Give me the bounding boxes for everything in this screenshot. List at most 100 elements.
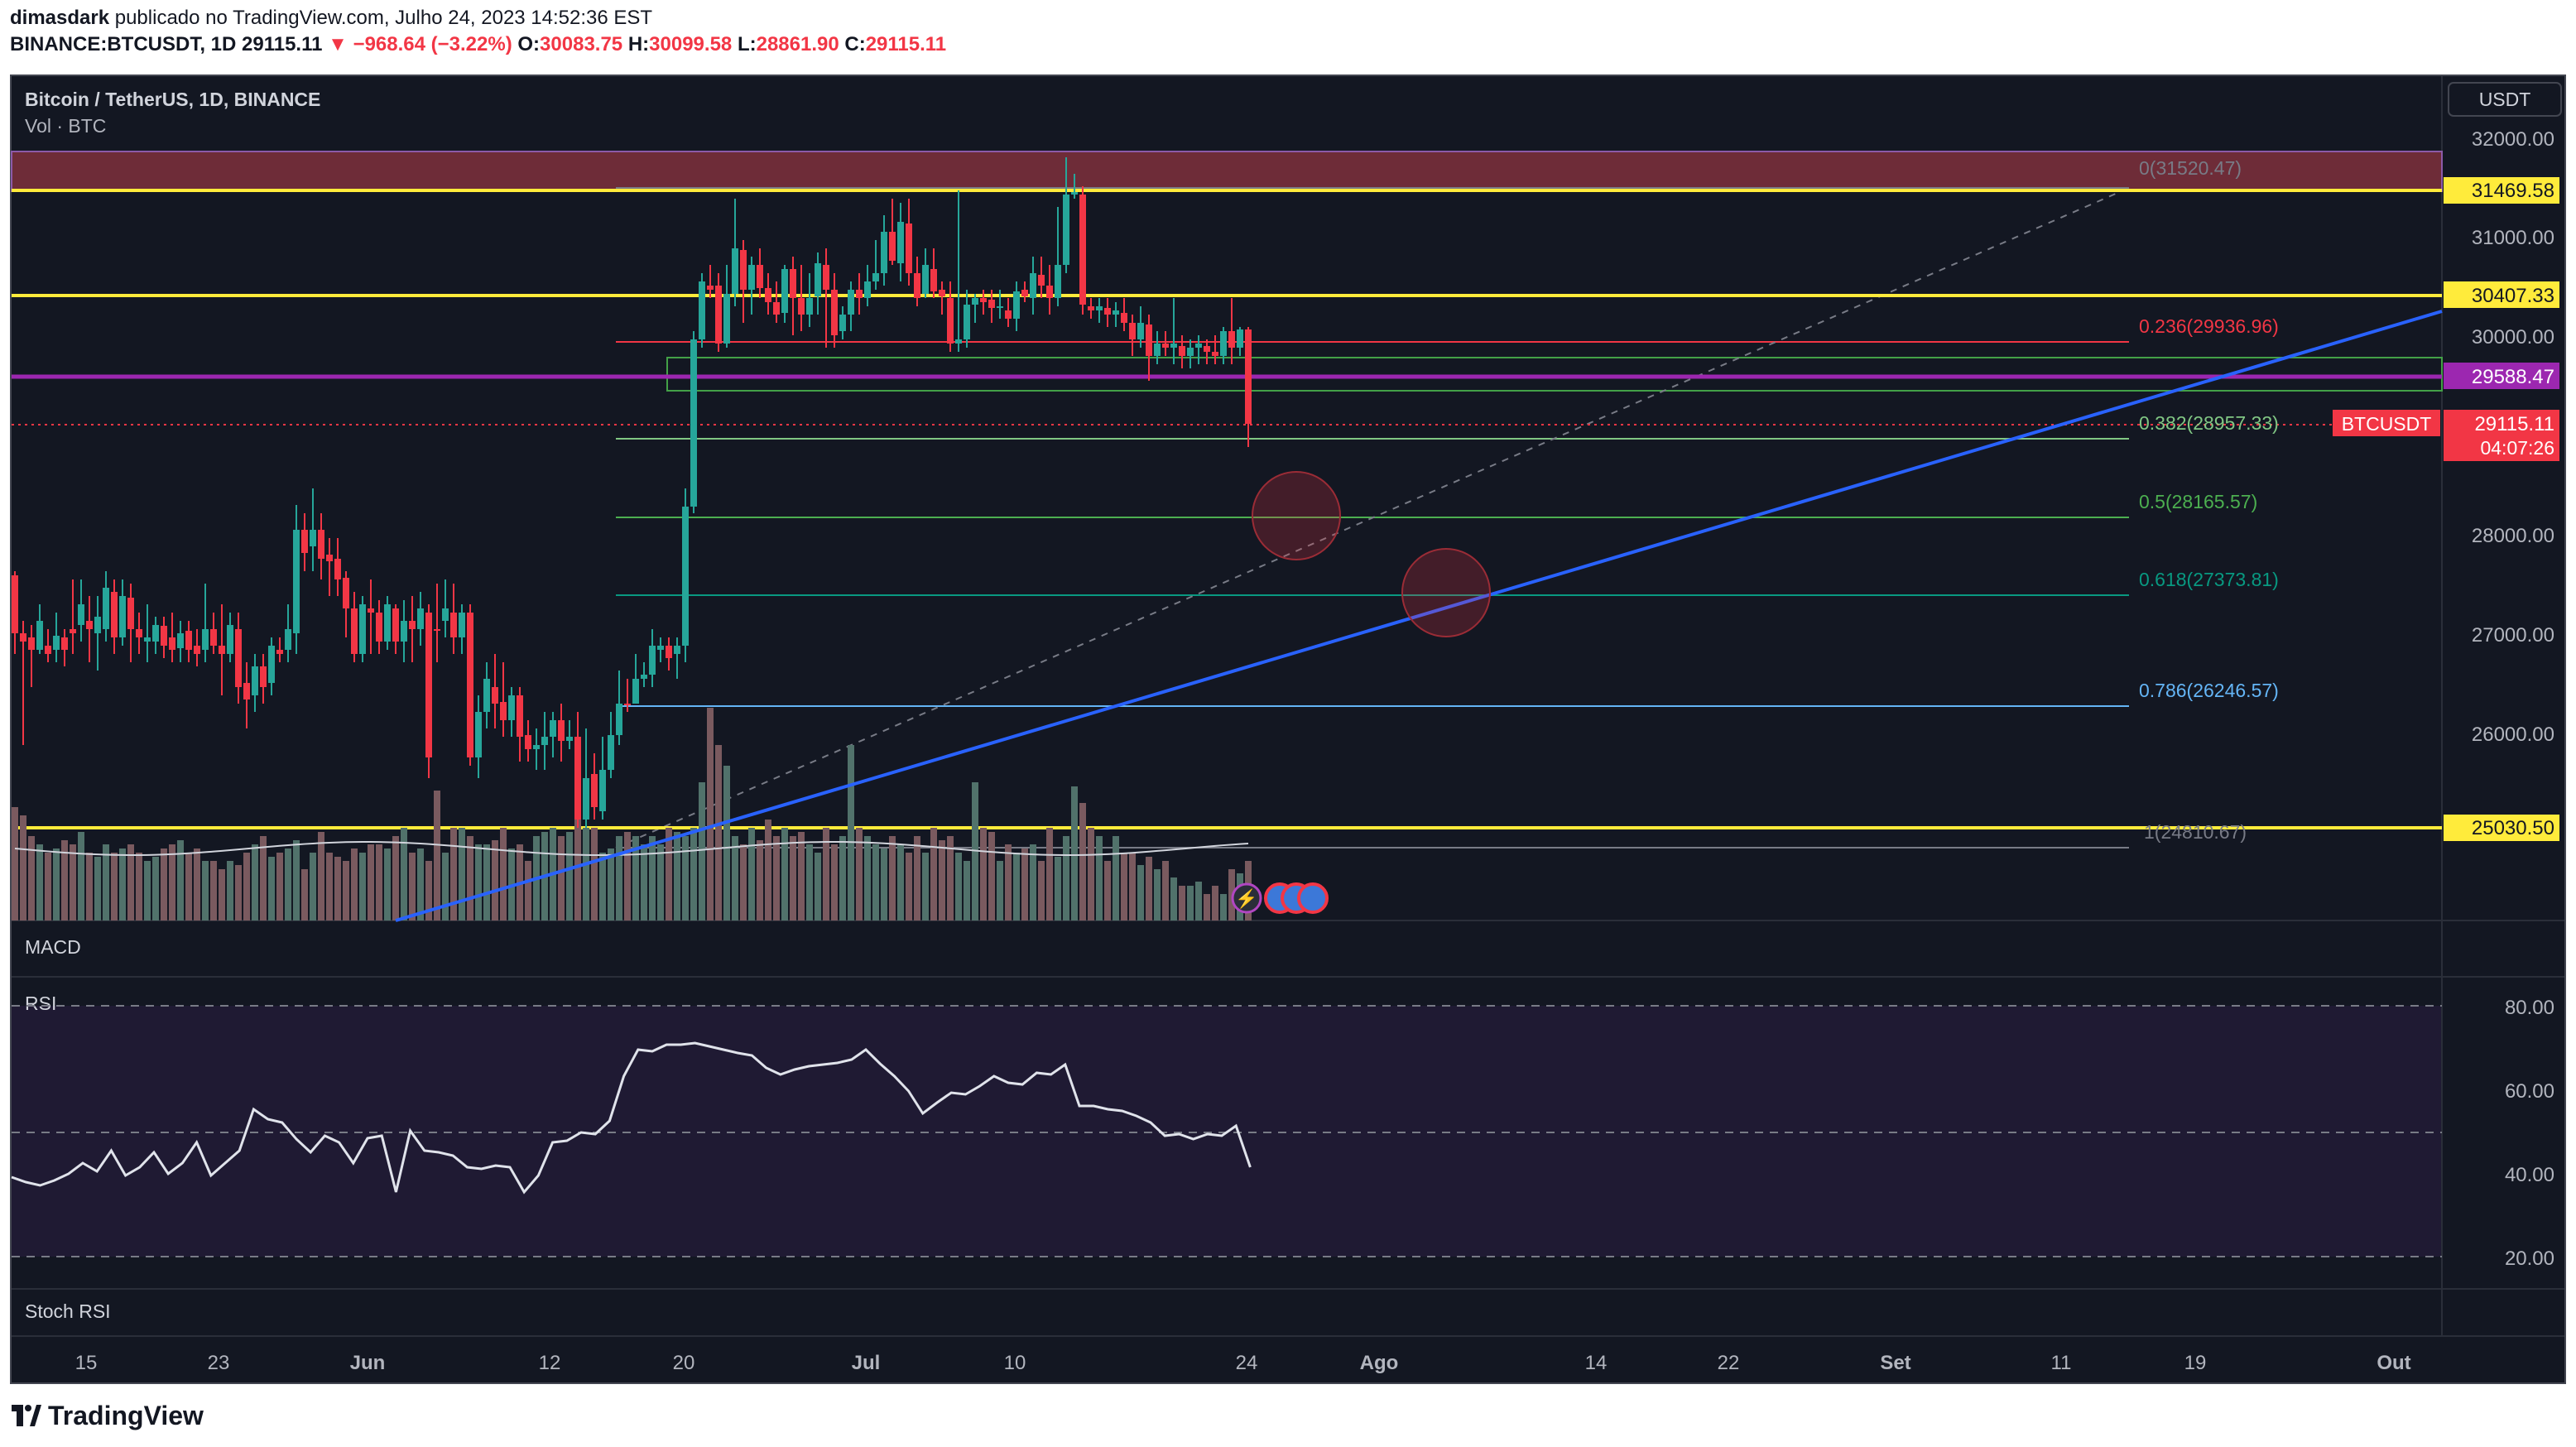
- candle-body[interactable]: [434, 629, 440, 631]
- candle-body[interactable]: [417, 608, 424, 629]
- candle-body[interactable]: [177, 633, 184, 648]
- candle-body[interactable]: [20, 633, 26, 642]
- candle-body[interactable]: [442, 608, 449, 621]
- candle-body[interactable]: [1220, 331, 1227, 356]
- candle-body[interactable]: [922, 265, 929, 294]
- candle-body[interactable]: [161, 626, 167, 646]
- candle-body[interactable]: [599, 770, 606, 811]
- candle-body[interactable]: [1187, 348, 1194, 356]
- candle-body[interactable]: [699, 281, 705, 339]
- candle-body[interactable]: [219, 646, 225, 654]
- candle-body[interactable]: [235, 629, 242, 687]
- candle-body[interactable]: [45, 646, 51, 654]
- candle-body[interactable]: [525, 735, 531, 749]
- candle-body[interactable]: [1170, 344, 1177, 348]
- candle-body[interactable]: [798, 298, 805, 315]
- candle-body[interactable]: [624, 704, 631, 705]
- candle-body[interactable]: [517, 695, 523, 737]
- candle-body[interactable]: [1104, 308, 1111, 315]
- candle-body[interactable]: [1162, 344, 1169, 348]
- candle-body[interactable]: [285, 629, 291, 650]
- candle-body[interactable]: [483, 679, 490, 712]
- macd-pane-title[interactable]: MACD: [25, 936, 81, 958]
- candle-body[interactable]: [1137, 323, 1144, 339]
- candle-body[interactable]: [252, 666, 258, 695]
- tradingview-logo[interactable]: TradingView: [12, 1401, 204, 1431]
- candle-body[interactable]: [1030, 273, 1036, 298]
- candle-body[interactable]: [1154, 344, 1161, 356]
- candle-body[interactable]: [748, 265, 755, 290]
- candle-body[interactable]: [1055, 265, 1061, 298]
- candle-body[interactable]: [1096, 306, 1103, 310]
- candle-body[interactable]: [1146, 324, 1152, 356]
- candle-body[interactable]: [955, 339, 962, 344]
- chart-legend-title[interactable]: Bitcoin / TetherUS, 1D, BINANCE: [25, 89, 320, 110]
- candle-body[interactable]: [1021, 290, 1028, 296]
- candle-body[interactable]: [28, 637, 35, 650]
- rsi-pane-title[interactable]: RSI: [25, 993, 56, 1014]
- candle-body[interactable]: [310, 530, 316, 546]
- candle-body[interactable]: [574, 737, 581, 820]
- candle-body[interactable]: [790, 269, 796, 298]
- candle-body[interactable]: [86, 621, 93, 629]
- candle-body[interactable]: [533, 745, 540, 749]
- candle-body[interactable]: [318, 530, 324, 559]
- candle-body[interactable]: [649, 646, 656, 675]
- candle-body[interactable]: [401, 621, 407, 642]
- candle-body[interactable]: [765, 288, 771, 302]
- candle-body[interactable]: [566, 737, 573, 741]
- candle-body[interactable]: [136, 629, 142, 637]
- candle-body[interactable]: [359, 604, 366, 654]
- candle-body[interactable]: [1179, 346, 1185, 356]
- candle-body[interactable]: [103, 588, 109, 629]
- candle-body[interactable]: [872, 273, 879, 281]
- candle-body[interactable]: [856, 290, 863, 298]
- candle-body[interactable]: [616, 704, 622, 735]
- candle-body[interactable]: [1038, 275, 1045, 286]
- candle-body[interactable]: [53, 636, 60, 650]
- us-flag-icon[interactable]: [1297, 882, 1329, 914]
- candle-body[interactable]: [1245, 329, 1252, 424]
- candle-body[interactable]: [243, 683, 250, 699]
- candle-body[interactable]: [492, 687, 498, 704]
- candle-body[interactable]: [152, 625, 159, 642]
- candle-body[interactable]: [260, 666, 267, 687]
- candle-body[interactable]: [1013, 291, 1020, 319]
- candle-body[interactable]: [1071, 192, 1078, 195]
- candle-body[interactable]: [906, 224, 912, 273]
- candle-body[interactable]: [1212, 352, 1218, 356]
- candle-body[interactable]: [194, 646, 200, 654]
- candle-body[interactable]: [740, 250, 747, 290]
- resistance-zone[interactable]: [11, 151, 2443, 192]
- candle-body[interactable]: [558, 720, 565, 741]
- candle-body[interactable]: [36, 621, 43, 650]
- fib-trend-line[interactable]: [615, 187, 2130, 848]
- candle-body[interactable]: [839, 315, 846, 331]
- candle-body[interactable]: [757, 265, 763, 288]
- candle-body[interactable]: [1079, 195, 1086, 305]
- candle-body[interactable]: [980, 298, 987, 302]
- candle-body[interactable]: [12, 575, 18, 633]
- candle-body[interactable]: [78, 604, 84, 625]
- candle-body[interactable]: [848, 290, 854, 315]
- fib-retracement[interactable]: [615, 187, 2130, 848]
- candle-body[interactable]: [1063, 195, 1069, 265]
- candle-body[interactable]: [425, 613, 432, 757]
- candle-body[interactable]: [326, 555, 333, 561]
- volume-legend[interactable]: Vol · BTC: [25, 115, 106, 137]
- candle-body[interactable]: [459, 613, 465, 637]
- candle-body[interactable]: [723, 294, 730, 344]
- candle-body[interactable]: [450, 613, 457, 637]
- candle-body[interactable]: [972, 298, 978, 305]
- candle-body[interactable]: [657, 646, 664, 650]
- candle-body[interactable]: [881, 232, 887, 273]
- candle-body[interactable]: [111, 592, 118, 637]
- candle-body[interactable]: [351, 608, 358, 654]
- candle-body[interactable]: [541, 737, 548, 745]
- candle-body[interactable]: [61, 637, 68, 650]
- candle-body[interactable]: [1204, 346, 1210, 352]
- candle-body[interactable]: [169, 637, 175, 650]
- candle-body[interactable]: [1129, 323, 1136, 339]
- candle-body[interactable]: [591, 774, 598, 807]
- candle-body[interactable]: [930, 269, 937, 291]
